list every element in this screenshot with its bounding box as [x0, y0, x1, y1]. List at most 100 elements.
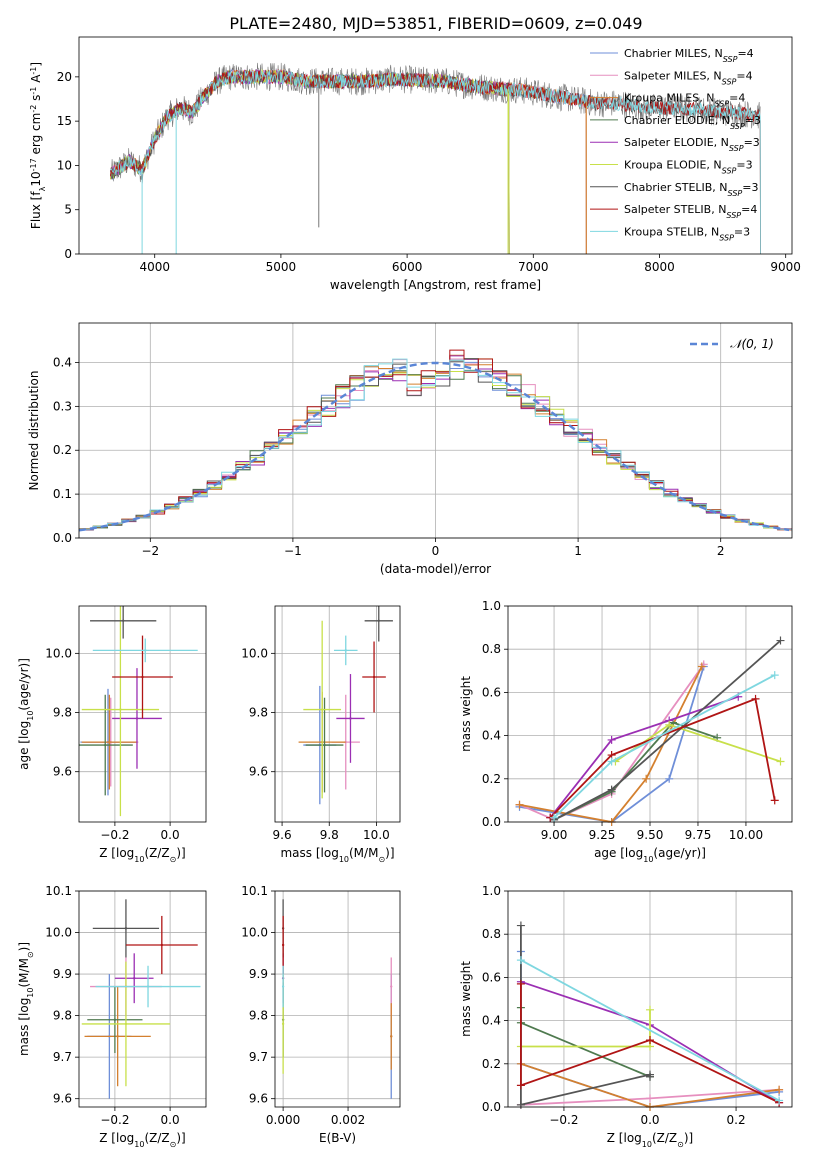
weight-marker-6-1 [516, 1100, 525, 1109]
point-4 [349, 717, 352, 720]
panel-weight-vs-age: 9.00 9.25 9.50 9.75 10.00 0.0 0.2 0.4 0.6 0.8 1.0 a… [459, 599, 793, 864]
legend-label-gaussian: 𝒩(0, 1) [730, 337, 774, 351]
weight-marker-7-3 [770, 796, 779, 805]
panel-residuals: −2 −1 0 1 2 0.0 0.1 0.2 0.3 0.4 (data-model)/error… [27, 322, 793, 576]
y-tick-label-4: 20 [57, 70, 72, 84]
y-tick-label-1: 0.2 [482, 772, 501, 786]
y-tick-label-1: 5 [64, 203, 72, 217]
x-tick-label-0: 9.00 [541, 828, 568, 842]
weight-marker-8-1 [775, 1096, 784, 1105]
y-axis-label: mass [log10(M/M⊙)] [17, 942, 35, 1056]
point-5 [281, 1022, 285, 1026]
point-5 [119, 708, 122, 711]
figure-title: PLATE=2480, MJD=53851, FIBERID=0609, z=0… [229, 14, 642, 33]
weight-marker-2-3 [697, 662, 706, 671]
axes-frame [507, 890, 793, 1108]
point-3 [113, 1018, 117, 1021]
weight-marker-2-2 [642, 774, 651, 783]
x-axis-label: mass [log10(M/M⊙)] [280, 846, 394, 864]
weight-marker-7-2 [646, 1036, 654, 1045]
weight-marker-2-0 [515, 800, 524, 809]
y-axis-label: mass weight [459, 676, 473, 752]
x-axis-label: Z [log10(Z/Z⊙)] [607, 1131, 693, 1149]
panel-age-vs-Z: −0.2 0.0 9.6 9.8 10.0 Z [log10(Z/Z⊙)] age [log… [17, 605, 207, 864]
y-tick-label-3: 0.3 [53, 399, 72, 413]
weight-marker-4-1 [607, 735, 616, 744]
x-tick-label-1: 9.25 [589, 828, 616, 842]
y-tick-label-2: 10 [57, 158, 72, 172]
model-line-8 [110, 69, 761, 254]
y-tick-label-1: 9.8 [53, 706, 72, 720]
y-tick-label-4: 10.0 [241, 926, 268, 940]
weight-line-3 [553, 721, 718, 821]
y-tick-label-0: 9.6 [249, 1092, 268, 1106]
panel-age-vs-mass: 9.6 9.8 10.0 9.6 9.8 10.0 mass [log10(M/M⊙)] [241, 605, 401, 864]
axes-frame [274, 605, 401, 823]
y-tick-label-0: 9.6 [53, 1092, 72, 1106]
x-tick-label-0: −0.2 [100, 828, 129, 842]
x-tick-label-2: 10.0 [363, 828, 390, 842]
x-tick-label-4: 8000 [644, 260, 675, 274]
y-tick-label-3: 0.6 [482, 685, 501, 699]
weight-line-7 [520, 983, 780, 1104]
weight-marker-6-3 [646, 1072, 654, 1081]
y-tick-label-2: 10.0 [241, 646, 268, 660]
weight-marker-5-2 [776, 757, 785, 766]
x-tick-label-0: 0.000 [266, 1113, 300, 1127]
y-tick-label-3: 9.9 [249, 967, 268, 981]
x-tick-label-1: 0.0 [640, 1113, 659, 1127]
y-tick-label-1: 9.7 [249, 1050, 268, 1064]
x-tick-label-4: 10.00 [729, 828, 763, 842]
y-tick-label-2: 9.8 [249, 1009, 268, 1023]
y-tick-label-0: 0 [64, 247, 72, 261]
y-tick-label-2: 9.8 [53, 1009, 72, 1023]
model-line-3 [110, 69, 510, 254]
x-tick-label-0: −0.2 [549, 1113, 578, 1127]
x-tick-label-4: 2 [717, 544, 725, 558]
weight-marker-7-2 [751, 694, 760, 703]
y-axis-label: Flux [fλ10-17 erg cm-2 s-1 A-1] [29, 62, 47, 229]
x-tick-label-3: 7000 [518, 260, 549, 274]
y-tick-label-5: 10.1 [241, 884, 268, 898]
x-tick-label-1: 0.002 [331, 1113, 365, 1127]
x-tick-label-0: −0.2 [100, 1113, 129, 1127]
y-tick-label-5: 10.1 [45, 884, 72, 898]
weight-marker-8-1 [607, 757, 616, 766]
x-axis-label: age [log10(age/yr)] [594, 846, 706, 864]
point-3 [323, 743, 326, 747]
y-tick-label-1: 9.7 [53, 1050, 72, 1064]
point-8 [144, 649, 147, 652]
panel-mass-vs-EBV: 0.000 0.002 9.6 9.7 9.8 9.9 10.0 10.1 E(B-V) [241, 884, 401, 1145]
x-tick-label-1: 9.8 [320, 828, 339, 842]
weight-marker-7-0 [516, 979, 525, 988]
weight-marker-8-0 [516, 956, 525, 965]
panel-spectrum: 4000 5000 6000 7000 8000 9000 0 5 10 15 20 waveleng… [29, 36, 801, 292]
y-tick-label-2: 0.2 [53, 443, 72, 457]
axes-frame [78, 890, 207, 1108]
weight-line-1 [519, 663, 705, 821]
x-tick-label-5: 9000 [770, 260, 801, 274]
point-8 [344, 649, 347, 652]
panel-weight-vs-Z: −0.2 0.0 0.2 0.0 0.2 0.4 0.6 0.8 1.0 Z [log10(Z/Z… [459, 884, 793, 1149]
x-axis-label: (data-model)/error [380, 562, 491, 576]
x-tick-label-2: 0 [432, 544, 440, 558]
weight-marker-6-0 [516, 921, 525, 930]
x-tick-label-2: 9.50 [637, 828, 664, 842]
legend-label-7: Salpeter STELIB, NSSP=4 [624, 203, 757, 220]
axes-frame [507, 605, 793, 823]
legend-label-6: Chabrier STELIB, NSSP=3 [624, 181, 758, 198]
y-tick-label-3: 0.6 [482, 970, 501, 984]
point-2 [108, 740, 111, 744]
y-tick-label-4: 0.8 [482, 642, 501, 656]
x-tick-label-1: 0.0 [161, 1113, 180, 1127]
x-axis-label: wavelength [Angstrom, rest frame] [330, 278, 541, 292]
panel-mass-vs-Z: −0.2 0.0 9.6 9.7 9.8 9.9 10.0 10.1 Z [log10(Z/Z⊙… [17, 884, 207, 1149]
x-tick-label-3: 9.75 [685, 828, 712, 842]
x-tick-label-0: 4000 [139, 260, 170, 274]
x-tick-label-3: 1 [574, 544, 582, 558]
legend-label-8: Kroupa STELIB, NSSP=3 [624, 225, 750, 242]
y-tick-label-4: 0.4 [53, 355, 72, 369]
weight-marker-8-2 [770, 671, 779, 680]
y-tick-label-3: 9.9 [53, 967, 72, 981]
